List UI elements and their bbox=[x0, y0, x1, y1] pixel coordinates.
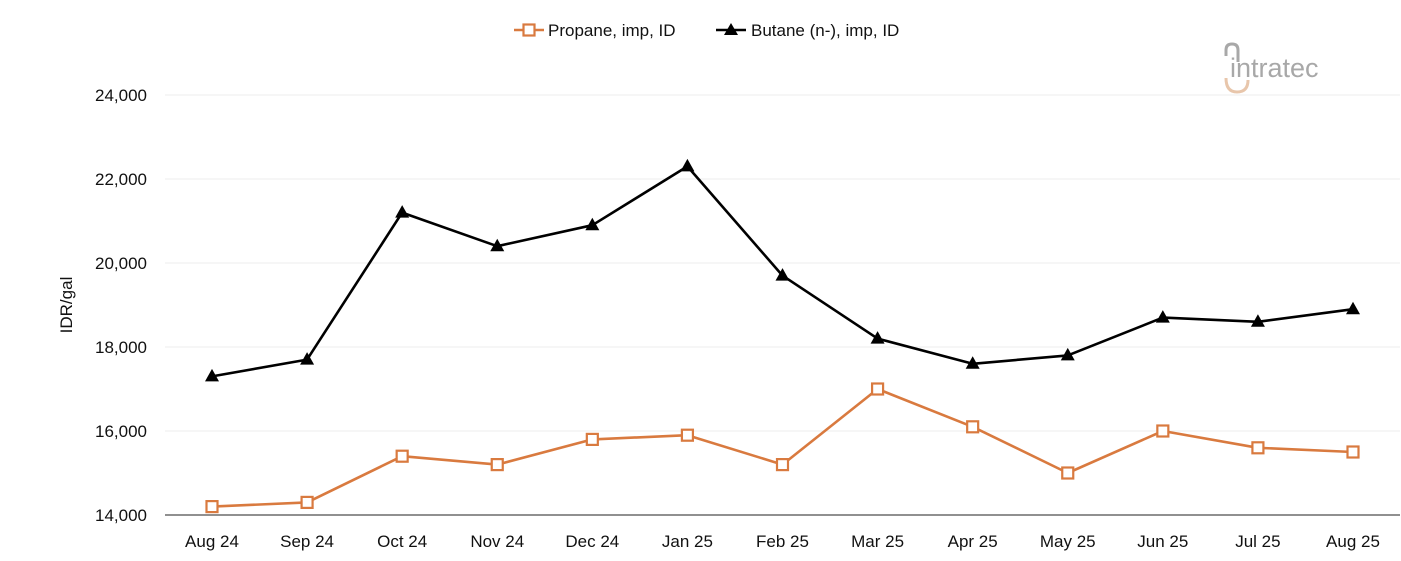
y-tick-label: 22,000 bbox=[95, 170, 147, 189]
data-point[interactable] bbox=[1061, 466, 1075, 480]
series-propane bbox=[205, 382, 1360, 514]
legend-butane-label: Butane (n-), imp, ID bbox=[751, 21, 899, 40]
x-tick-label: Jan 25 bbox=[662, 532, 713, 551]
data-point[interactable] bbox=[1155, 310, 1170, 323]
data-point[interactable] bbox=[1346, 301, 1360, 315]
data-point[interactable] bbox=[490, 458, 504, 472]
y-tick-label: 14,000 bbox=[95, 506, 147, 525]
x-tick-label: Aug 25 bbox=[1326, 532, 1380, 551]
series-butane bbox=[205, 158, 1360, 382]
data-point[interactable] bbox=[395, 205, 410, 218]
legend-item-butane[interactable]: Butane (n-), imp, ID bbox=[716, 21, 899, 40]
logo-mark-arc bbox=[1224, 42, 1240, 62]
data-point[interactable] bbox=[1346, 445, 1360, 459]
y-tick-label: 24,000 bbox=[95, 86, 147, 105]
y-axis-label: IDR/gal bbox=[57, 277, 76, 334]
x-axis-ticks: Aug 24 Sep 24 Oct 24 Nov 24 Dec 24 Jan 25 Feb … bbox=[185, 532, 1380, 551]
intratec-logo: intratec bbox=[1224, 42, 1319, 94]
legend-item-propane[interactable]: Propane, imp, ID bbox=[514, 21, 676, 40]
y-tick-label: 18,000 bbox=[95, 338, 147, 357]
data-point[interactable] bbox=[870, 382, 885, 396]
series-group bbox=[205, 158, 1360, 514]
legend-butane-marker bbox=[724, 23, 738, 35]
x-tick-label: Mar 25 bbox=[851, 532, 904, 551]
x-tick-label: Dec 24 bbox=[565, 532, 619, 551]
data-point[interactable] bbox=[775, 268, 790, 281]
data-point[interactable] bbox=[585, 217, 600, 231]
legend-propane-label: Propane, imp, ID bbox=[548, 21, 676, 40]
legend: Propane, imp, ID Butane (n-), imp, ID bbox=[514, 21, 899, 40]
y-tick-label: 16,000 bbox=[95, 422, 147, 441]
data-point[interactable] bbox=[1251, 441, 1265, 455]
data-point[interactable] bbox=[870, 331, 885, 344]
y-axis-ticks: 14,000 16,000 18,000 20,000 22,000 24,000 bbox=[95, 86, 147, 525]
series-line bbox=[211, 387, 1354, 508]
data-point[interactable] bbox=[965, 356, 980, 369]
x-tick-label: Feb 25 bbox=[756, 532, 809, 551]
data-point[interactable] bbox=[1250, 314, 1265, 327]
logo-mark-hook bbox=[1224, 77, 1250, 94]
data-point[interactable] bbox=[585, 432, 599, 446]
data-point[interactable] bbox=[205, 500, 219, 514]
data-point[interactable] bbox=[300, 495, 314, 509]
logo-text: intratec bbox=[1230, 53, 1319, 83]
gridlines bbox=[165, 94, 1400, 432]
data-point[interactable] bbox=[395, 449, 409, 463]
x-tick-label: Oct 24 bbox=[377, 532, 427, 551]
x-tick-label: Nov 24 bbox=[470, 532, 524, 551]
legend-propane-marker bbox=[522, 23, 536, 37]
data-point[interactable] bbox=[490, 238, 505, 252]
data-point[interactable] bbox=[680, 158, 695, 172]
x-tick-label: May 25 bbox=[1040, 532, 1096, 551]
x-tick-label: Aug 24 bbox=[185, 532, 239, 551]
data-point[interactable] bbox=[966, 420, 980, 434]
data-point[interactable] bbox=[1156, 424, 1170, 438]
x-tick-label: Jul 25 bbox=[1235, 532, 1280, 551]
data-point[interactable] bbox=[775, 458, 790, 472]
data-point[interactable] bbox=[205, 368, 219, 382]
data-point[interactable] bbox=[1060, 347, 1075, 361]
data-point[interactable] bbox=[680, 428, 695, 442]
data-point[interactable] bbox=[300, 352, 315, 365]
x-tick-label: Apr 25 bbox=[948, 532, 998, 551]
y-tick-label: 20,000 bbox=[95, 254, 147, 273]
x-tick-label: Jun 25 bbox=[1137, 532, 1188, 551]
x-tick-label: Sep 24 bbox=[280, 532, 334, 551]
